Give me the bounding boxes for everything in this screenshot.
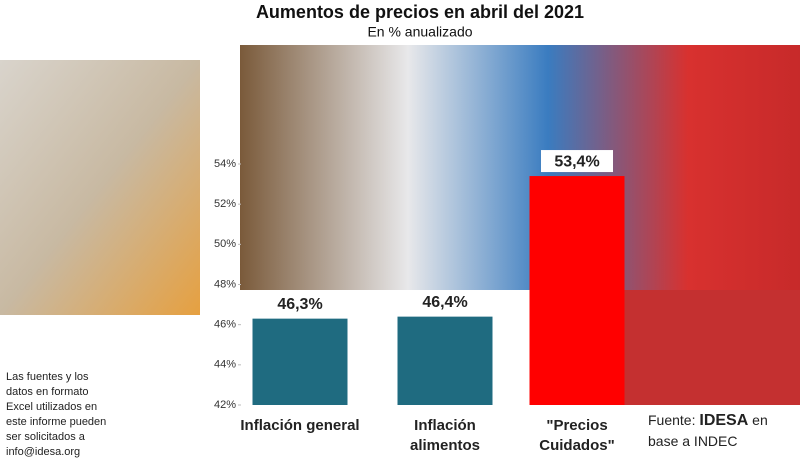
side-note: Las fuentes y los datos en formato Excel…	[6, 371, 107, 458]
x-tick-label: "Precios Cuidados"	[539, 417, 615, 454]
value-label: 53,4%	[554, 153, 599, 170]
value-label-box	[409, 290, 481, 313]
x-tick-label: Inflación general	[240, 417, 360, 434]
y-tick-label: 54%	[214, 158, 236, 170]
source-prefix: Fuente:	[648, 412, 696, 428]
x-tick-label: Inflación alimentos	[409, 417, 481, 454]
photo-shopper	[0, 60, 200, 315]
bar	[529, 176, 625, 405]
value-label-box	[541, 150, 613, 173]
chart-subtitle: En % anualizado	[367, 24, 472, 40]
y-tick-label: 46%	[214, 319, 236, 331]
value-label: 46,3%	[277, 296, 322, 313]
y-tick-label: 50%	[214, 238, 236, 250]
y-tick-label: 48%	[214, 278, 236, 290]
source-org: IDESA	[699, 412, 749, 429]
y-tick-label: 52%	[214, 198, 236, 210]
y-tick-label: 42%	[214, 399, 236, 411]
bar	[252, 318, 348, 405]
chart-title: Aumentos de precios en abril del 2021	[256, 2, 584, 22]
source-suffix: en base a INDEC	[648, 412, 768, 449]
photo-supermarket	[240, 45, 800, 290]
value-label-box	[264, 292, 336, 315]
source: Fuente: IDESA en base a INDEC	[648, 410, 798, 451]
value-label: 46,4%	[422, 294, 467, 311]
y-tick-label: 44%	[214, 359, 236, 371]
photo-supermarket-shelf	[615, 290, 800, 405]
bar	[397, 316, 493, 405]
